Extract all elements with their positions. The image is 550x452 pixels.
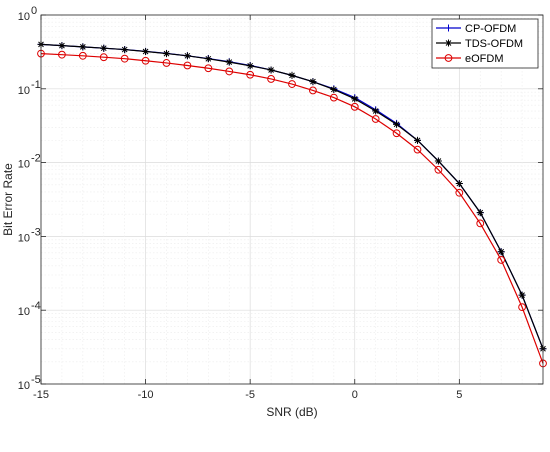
circle-marker [246,70,255,79]
legend-item: TDS-OFDM [436,38,523,50]
asterisk-marker [434,157,442,165]
y-tick-exponent: -5 [31,374,41,386]
asterisk-marker [351,95,359,103]
asterisk-marker [372,107,380,115]
y-tick-exponent: -4 [31,300,41,312]
asterisk-marker [79,43,87,51]
circle-marker [329,93,338,102]
asterisk-marker [288,71,296,79]
circle-marker [444,54,453,62]
circle-marker [267,75,275,83]
y-tick-label: 10 [18,11,30,23]
asterisk-marker [58,42,66,50]
asterisk-marker [225,58,233,66]
series-layer [37,40,547,368]
asterisk-marker [455,180,463,188]
circle-marker [350,102,359,111]
circle-marker [78,51,87,60]
asterisk-marker [330,85,338,93]
circle-marker [413,145,422,154]
circle-marker [183,61,192,70]
circle-marker [518,303,526,312]
legend: CP-OFDM TDS-OFDM eOFDM [431,18,539,69]
y-tick-label: 10 [18,159,30,171]
circle-marker [288,80,296,88]
grid [40,14,543,385]
y-tick-exponent: -3 [31,226,41,238]
circle-marker [204,64,213,73]
series-tds-ofdm [37,40,547,353]
circle-marker [162,59,171,67]
legend-item: CP-OFDM [436,23,516,35]
circle-marker [99,53,108,62]
asterisk-marker [414,136,421,144]
circle-marker [392,129,401,138]
plot-area-border [40,14,544,385]
asterisk-marker [100,44,108,52]
asterisk-marker [163,50,170,58]
y-tick-label: 10 [18,306,30,318]
y-tick-exponent: -2 [31,153,41,165]
asterisk-marker [518,291,526,299]
asterisk-marker [121,46,129,54]
plus-marker [445,24,452,32]
legend-label: TDS-OFDM [465,38,523,50]
x-tick-label: -15 [33,389,49,401]
circle-marker [309,86,317,95]
asterisk-marker [267,66,275,74]
series-line [40,52,544,364]
legend-label: CP-OFDM [465,23,516,35]
asterisk-marker [246,62,254,70]
asterisk-marker [445,39,452,47]
circle-marker [225,67,234,76]
y-tick-exponent: -1 [31,79,41,91]
y-tick-label: 10 [18,85,30,97]
legend-label: eOFDM [465,53,504,65]
x-tick-label: 0 [352,389,358,401]
circle-marker [497,256,506,264]
x-tick-label: -5 [245,389,255,401]
series-eofdm [37,49,547,368]
asterisk-marker [183,52,191,60]
x-tick-label: -10 [138,389,154,401]
circle-marker [141,56,150,65]
circle-marker [58,50,66,59]
y-tick-label: 10 [18,232,30,244]
asterisk-marker [393,120,401,128]
circle-marker [434,165,443,174]
y-tick-label: 10 [18,380,30,392]
asterisk-marker [497,248,505,256]
asterisk-marker [309,78,317,86]
legend-item: eOFDM [436,53,504,65]
x-tick-label: 5 [456,389,462,401]
circle-marker [455,188,464,197]
y-tick-exponent: 0 [31,5,37,17]
circle-marker [371,115,380,123]
circle-marker [120,54,129,63]
asterisk-marker [204,55,212,63]
circle-marker [476,219,485,228]
asterisk-marker [142,48,150,56]
y-axis-label: Bit Error Rate [1,163,15,236]
asterisk-marker [476,209,484,217]
x-axis-label: SNR (dB) [266,405,317,419]
